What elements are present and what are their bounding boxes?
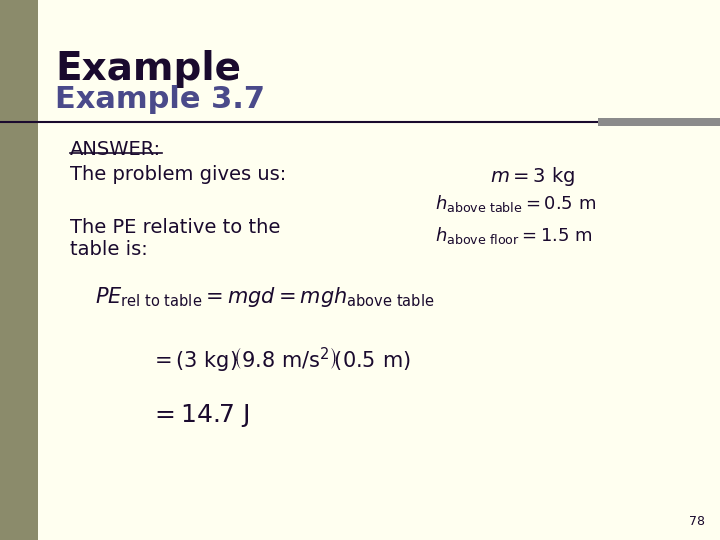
Text: $PE_{\rm rel\ to\ table} = mgd = mgh_{\rm above\ table}$: $PE_{\rm rel\ to\ table} = mgd = mgh_{\r…	[95, 285, 434, 309]
Text: $= \left(3\ \mathrm{kg}\right)\!\left(9.8\ \mathrm{m/s}^2\right)\!\left(0.5\ \ma: $= \left(3\ \mathrm{kg}\right)\!\left(9.…	[150, 345, 410, 374]
Text: $h_{\mathrm{above\ table}} = 0.5\ \mathrm{m}$: $h_{\mathrm{above\ table}} = 0.5\ \mathr…	[435, 193, 596, 214]
Text: $= 14.7\ \mathrm{J}$: $= 14.7\ \mathrm{J}$	[150, 402, 249, 429]
Bar	[0, 0, 38, 540]
Text: table is:: table is:	[70, 240, 148, 259]
Text: The PE relative to the: The PE relative to the	[70, 218, 280, 237]
Text: $h_{\mathrm{above\ floor}} = 1.5\ \mathrm{m}$: $h_{\mathrm{above\ floor}} = 1.5\ \mathr…	[435, 225, 593, 246]
Text: 78: 78	[689, 515, 705, 528]
Text: Example: Example	[55, 50, 241, 88]
Text: $m = 3\ \mathrm{kg}$: $m = 3\ \mathrm{kg}$	[490, 165, 575, 188]
Bar	[598, 118, 720, 126]
Text: The problem gives us:: The problem gives us:	[70, 165, 287, 184]
Text: ANSWER:: ANSWER:	[70, 140, 161, 159]
Text: Example 3.7: Example 3.7	[55, 85, 265, 114]
